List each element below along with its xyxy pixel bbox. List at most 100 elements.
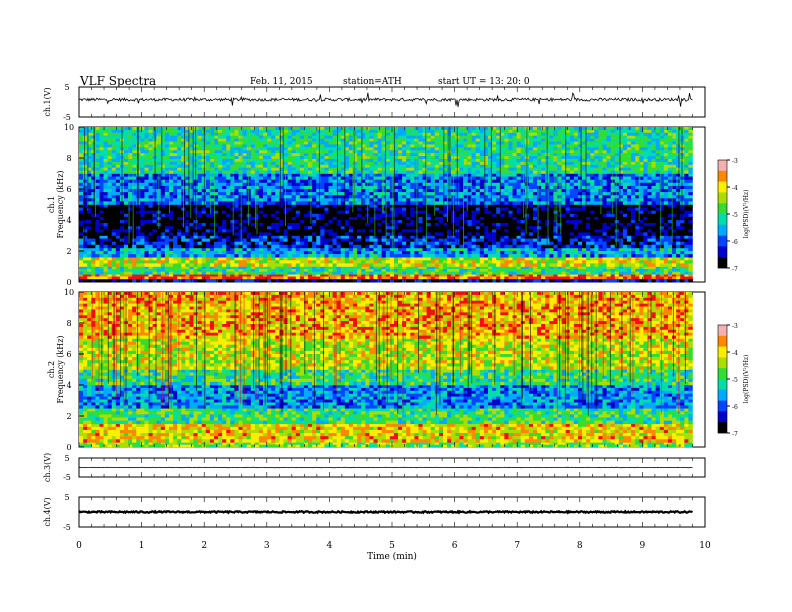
- spectrogram-cell: [418, 266, 423, 270]
- spectrogram-cell: [95, 276, 100, 280]
- spectrogram-cell: [463, 276, 468, 280]
- spectrogram-cell: [590, 210, 595, 215]
- spectrogram-cell: [291, 229, 297, 233]
- spectrogram-cell: [471, 257, 477, 261]
- spectrogram-cell: [95, 241, 100, 246]
- spectrogram-cell: [201, 220, 207, 224]
- spectrogram-cell: [79, 185, 84, 190]
- spectrogram-cell: [254, 241, 260, 246]
- spectrogram-cell: [569, 173, 575, 177]
- spectrogram-cell: [377, 179, 382, 184]
- spectrogram-cell: [136, 235, 141, 239]
- spectrogram-cell: [336, 241, 342, 246]
- spectrogram-cell: [263, 226, 268, 230]
- spectrogram-cell: [152, 276, 158, 280]
- spectrogram-cell: [528, 244, 534, 249]
- spectrogram-cell: [148, 192, 153, 196]
- spectrogram-cell: [406, 216, 411, 221]
- spectrogram-cell: [463, 210, 468, 215]
- spectrogram-cell: [667, 260, 673, 264]
- spectrogram-cell: [353, 173, 358, 177]
- spectrogram-cell: [684, 210, 689, 215]
- spectrogram-cell: [213, 176, 219, 180]
- spectrogram-cell: [627, 223, 632, 227]
- spectrogram-cell: [279, 185, 284, 190]
- spectrogram-cell: [279, 247, 284, 252]
- spectrogram-cell: [83, 226, 88, 230]
- spectrogram-cell: [639, 269, 644, 272]
- spectrogram-cell: [160, 220, 166, 224]
- spectrogram-cell: [541, 263, 546, 267]
- spectrogram-cell: [123, 220, 129, 224]
- spectrogram-cell: [348, 238, 354, 242]
- spectrogram-cell: [541, 176, 546, 180]
- spectrogram-cell: [528, 210, 534, 215]
- spectrogram-cell: [508, 254, 513, 258]
- spectrogram-cell: [565, 274, 571, 277]
- spectrogram-cell: [299, 173, 305, 177]
- spectrogram-cell: [492, 189, 497, 193]
- spectrogram-cell: [565, 238, 571, 242]
- spectrogram-cell: [385, 229, 391, 233]
- spectrogram-cell: [201, 235, 207, 239]
- spectrogram-cell: [598, 257, 603, 261]
- spectrogram-cell: [672, 263, 677, 267]
- spectrogram-cell: [369, 173, 374, 177]
- spectrogram-cell: [173, 226, 178, 230]
- spectrogram-cell: [361, 251, 366, 255]
- spectrogram-cell: [663, 257, 669, 261]
- spectrogram-cell: [655, 254, 661, 258]
- spectrogram-cell: [234, 269, 239, 272]
- spectrogram-cell: [447, 238, 452, 242]
- spectrogram-cell: [99, 210, 104, 215]
- spectrogram-cell: [508, 213, 513, 218]
- spectrogram-cell: [561, 235, 566, 239]
- spectrogram-cell: [635, 251, 640, 255]
- spectrogram-cell: [672, 176, 677, 180]
- spectrogram-cell: [684, 276, 689, 280]
- spectrogram-cell: [250, 226, 256, 230]
- spectrogram-cell: [201, 204, 207, 208]
- spectrogram-cell: [631, 220, 636, 224]
- spectrogram-cell: [393, 173, 399, 177]
- spectrogram-cell: [402, 220, 407, 224]
- spectrogram-cell: [393, 213, 399, 218]
- spectrogram-cell: [295, 247, 301, 252]
- spectrogram-cell: [271, 220, 276, 224]
- spectrogram-cell: [218, 269, 223, 272]
- spectrogram-cell: [295, 278, 301, 283]
- spectrogram-cell: [291, 244, 297, 249]
- spectrogram-cell: [226, 207, 231, 211]
- spectrogram-cell: [618, 220, 624, 224]
- spectrogram-cell: [168, 235, 174, 239]
- spectrogram-cell: [279, 274, 284, 277]
- spectrogram-cell: [377, 204, 382, 208]
- spectrogram-cell: [132, 179, 137, 184]
- spectrogram-cell: [541, 269, 546, 272]
- spectrogram-cell: [655, 216, 661, 221]
- spectrogram-cell: [647, 251, 652, 255]
- spectrogram-cell: [602, 241, 607, 246]
- spectrogram-cell: [303, 269, 309, 272]
- spectrogram-cell: [164, 223, 170, 227]
- spectrogram-cell: [443, 213, 448, 218]
- spectrogram-cell: [357, 213, 362, 218]
- spectrogram-cell: [291, 257, 297, 261]
- spectrogram-cell: [348, 216, 354, 221]
- spectrogram-cell: [287, 278, 292, 283]
- spectrogram-cell: [279, 260, 284, 264]
- spectrogram-cell: [136, 260, 141, 264]
- spectrogram-cell: [324, 192, 329, 196]
- spectrogram-cell: [516, 274, 522, 277]
- spectrogram-cell: [111, 220, 117, 224]
- spectrogram-cell: [528, 176, 534, 180]
- spectrogram-cell: [667, 247, 673, 252]
- spectrogram-cell: [537, 226, 542, 230]
- spectrogram-cell: [528, 260, 534, 264]
- spectrogram-cell: [667, 235, 673, 239]
- spectrogram-cell: [312, 213, 317, 218]
- spectrogram-cell: [357, 269, 362, 272]
- spectrogram-cell: [500, 244, 505, 249]
- spectrogram-cell: [402, 223, 407, 227]
- spectrogram-cell: [226, 173, 231, 177]
